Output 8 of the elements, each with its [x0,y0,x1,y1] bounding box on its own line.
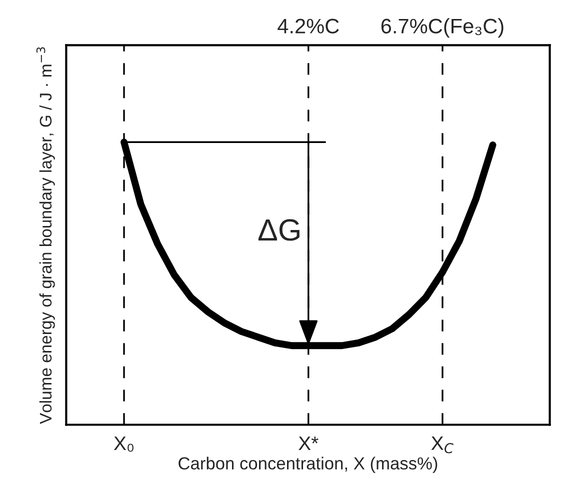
annotation: ΔG [258,219,300,241]
x-tick-label: X* [298,436,318,450]
x-tick-label: X$_{C}$ [431,436,454,454]
x-tick-label: X₀ [114,436,134,452]
ref-line-label: 6.7%C(Fe₃C) [381,18,504,38]
x-axis-title: Carbon concentration, X (mass%) [178,456,438,473]
ref-line-label: 4.2%C [278,18,339,34]
y-axis-title: Volume energy of grain boundary layer, G / J · m$^{−3}$ [36,47,55,424]
